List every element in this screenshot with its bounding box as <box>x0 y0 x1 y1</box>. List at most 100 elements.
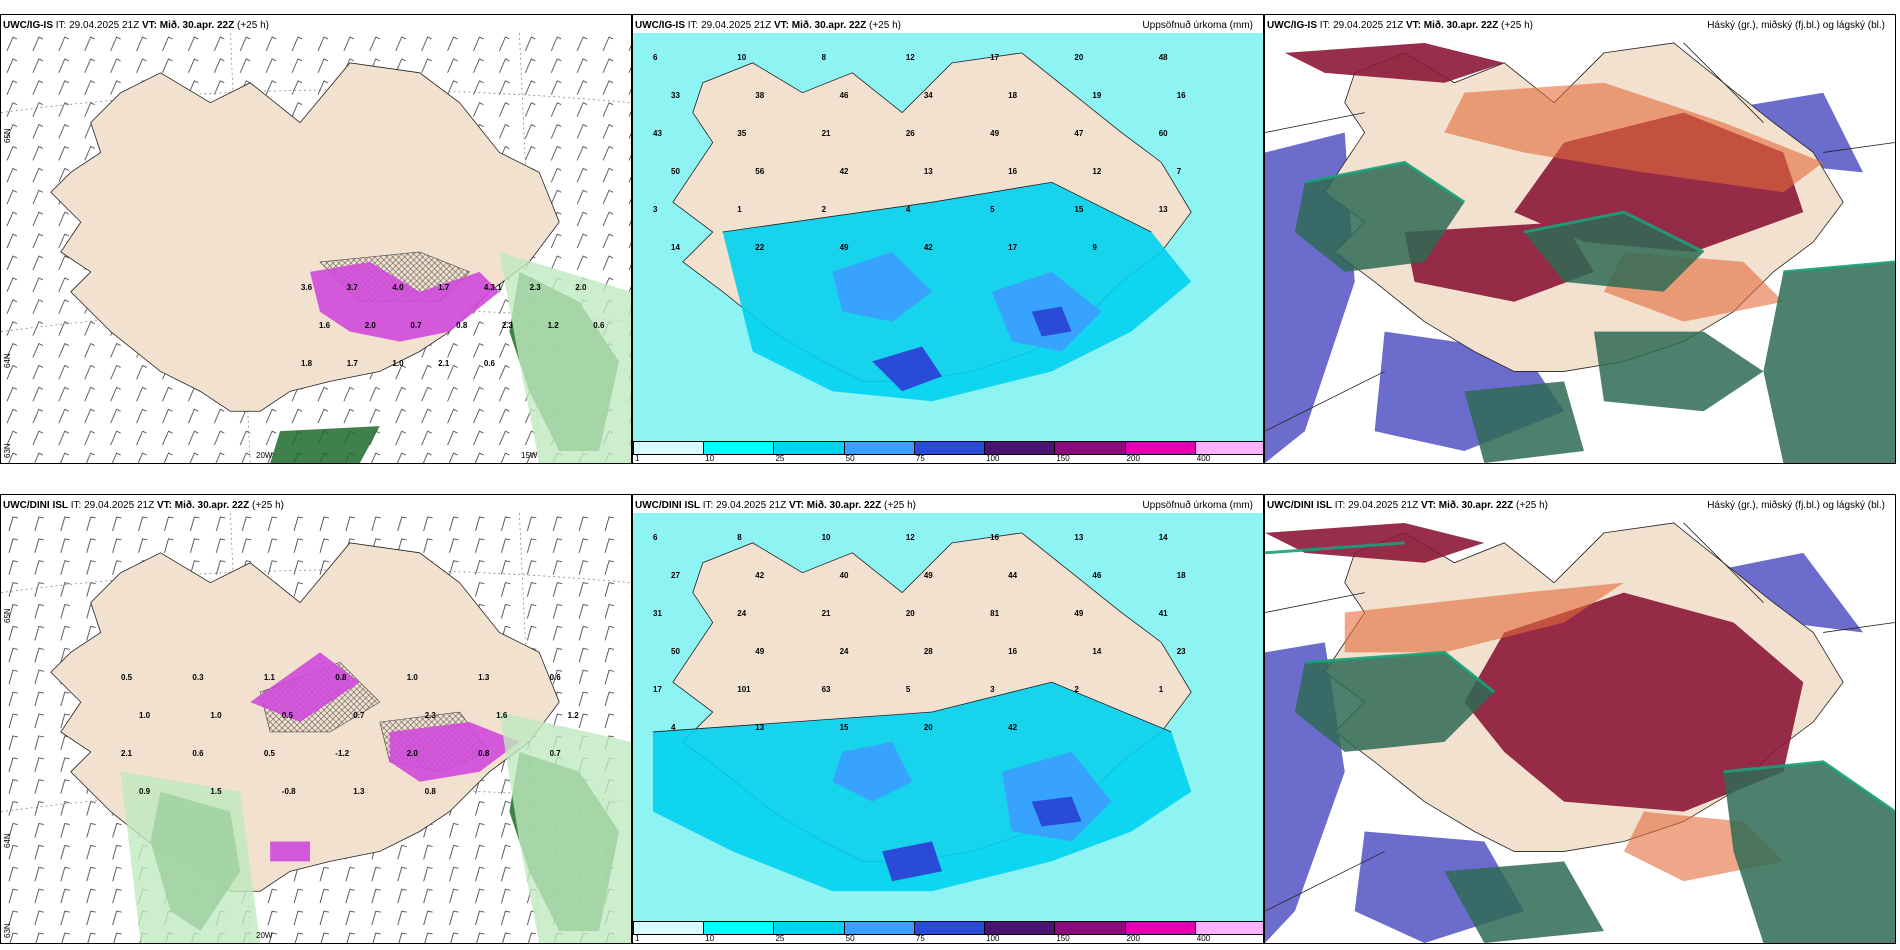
precip-map-svg <box>633 513 1263 921</box>
colorbar-tick-label: 50 <box>845 934 855 943</box>
lead-time: (+25 h) <box>1516 500 1548 511</box>
colorbar-tick-label: 150 <box>1056 454 1070 463</box>
panel-igis-wind: UWC/IG-IS IT: 29.04.2025 21Z VT: Mið. 30… <box>0 14 632 464</box>
vt-value: Mið. 30.apr. 22Z <box>1438 500 1514 511</box>
wind-map-svg <box>1 513 631 943</box>
map-value-label: 0.7 <box>410 321 422 330</box>
map-value-label: 101 <box>737 685 751 694</box>
model-name: UWC/DINI ISL <box>3 500 68 511</box>
map-value-label: 0.6 <box>483 359 495 368</box>
map-value-label: 50 <box>671 647 680 656</box>
lat-label: 65N <box>3 608 12 623</box>
map-value-label: 0.6 <box>192 749 204 758</box>
map-value-label: 47 <box>1074 129 1084 138</box>
map-value-label: 1.7 <box>346 359 358 368</box>
cloud-orange <box>1444 82 1824 322</box>
map-cloud[interactable] <box>1265 33 1895 463</box>
map-value-label: 8 <box>821 53 827 62</box>
cloud-mid <box>1265 522 1804 812</box>
map-value-label: 0.6 <box>593 321 605 330</box>
panel-igis-precip: UWC/IG-IS IT: 29.04.2025 21Z VT: Mið. 30… <box>632 14 1264 464</box>
colorbar-segment <box>633 921 705 935</box>
colorbar-segment <box>843 921 915 935</box>
map-value-label: 1.0 <box>139 711 151 720</box>
map-value-label: 10 <box>821 533 831 542</box>
map-value-label: 46 <box>1092 571 1102 580</box>
it-value: 29.04.2025 21Z <box>701 20 772 31</box>
map-value-label: 1.6 <box>496 711 508 720</box>
map-cloud[interactable] <box>1265 513 1895 943</box>
lead-time: (+25 h) <box>237 20 269 31</box>
precip-zone-low <box>652 682 1192 892</box>
map-value-label: 12 <box>905 533 915 542</box>
panel-header: UWC/IG-IS IT: 29.04.2025 21Z VT: Mið. 30… <box>3 20 627 36</box>
colorbar-tick-label: 75 <box>915 454 925 463</box>
map-value-label: 1.6 <box>319 321 331 330</box>
cloud-map-svg <box>1265 33 1895 463</box>
it-value: 29.04.2025 21Z <box>1348 500 1419 511</box>
precip-lightgreen <box>499 251 631 463</box>
colorbar-tick-label: 25 <box>775 454 785 463</box>
it-value: 29.04.2025 21Z <box>1333 20 1404 31</box>
map-value-label: 17 <box>990 53 1000 62</box>
colorbar-tick-label: 150 <box>1056 934 1070 943</box>
map-value-label: 56 <box>755 167 765 176</box>
colorbar-segment <box>703 921 775 935</box>
map-value-label: 2 <box>1074 685 1079 694</box>
map-value-label: 28 <box>923 647 933 656</box>
map-value-label: 14 <box>1092 647 1102 656</box>
vt-label: VT: <box>788 500 804 511</box>
colorbar-segment <box>703 441 775 455</box>
map-precip[interactable]: 6 8 10 12 16 13 14 27 42 40 49 44 46 18 31 24 21 20 81 49 41… <box>633 513 1263 921</box>
model-name: UWC/DINI ISL <box>1267 500 1332 511</box>
map-value-label: 4.3.1 <box>483 283 502 292</box>
colorbar-tick-label: 1 <box>635 454 640 463</box>
map-value-label: 2.0 <box>406 749 418 758</box>
map-value-label: 1.0 <box>406 673 418 682</box>
map-value-label: 63 <box>821 685 831 694</box>
map-value-label: 14 <box>1158 533 1168 542</box>
map-value-label: 0.8 <box>424 787 436 796</box>
map-value-label: 3.6 <box>301 283 313 292</box>
panel-header: UWC/IG-IS IT: 29.04.2025 21Z VT: Mið. 30… <box>1267 20 1891 36</box>
lat-label: 63N <box>3 443 12 458</box>
cloud-title: Háský (gr.), miðský (fj.bl.) og lágský (… <box>1707 20 1885 31</box>
panel-header: UWC/IG-IS IT: 29.04.2025 21Z VT: Mið. 30… <box>635 20 1259 36</box>
coast-outline <box>722 181 1152 233</box>
lat-label: 64N <box>3 833 12 848</box>
map-value-label: 26 <box>905 129 915 138</box>
precip-map-svg <box>633 33 1263 441</box>
lat-label: 63N <box>3 923 12 938</box>
map-value-label: 14 <box>671 243 680 252</box>
map-value-label: 0.6 <box>549 673 561 682</box>
map-value-label: 31 <box>653 609 662 618</box>
map-wind[interactable]: 65N 64N 63N 20W 0.5 0.3 1.1 0.8 1.0 1.3 0.6 1.0… <box>1 513 631 943</box>
map-value-label: 22 <box>755 243 765 252</box>
map-value-label: 12 <box>1092 167 1102 176</box>
map-value-label: 20 <box>1074 53 1084 62</box>
map-value-label: 13 <box>1074 533 1084 542</box>
colorbar-segment <box>1054 921 1126 935</box>
map-value-label: 4 <box>905 205 911 214</box>
colorbar-tick-label: 10 <box>705 934 715 943</box>
lat-label: 65N <box>3 128 12 143</box>
map-value-label: 13 <box>755 723 765 732</box>
colorbar-tick-label: 400 <box>1196 454 1211 463</box>
lead-time: (+25 h) <box>869 20 901 31</box>
it-label: IT: <box>55 20 67 31</box>
precip-zone-high <box>882 796 1082 882</box>
map-value-label: 49 <box>839 243 849 252</box>
map-value-label: 3 <box>653 205 658 214</box>
precip-green-south <box>270 426 380 463</box>
map-value-label: 4.0 <box>392 283 404 292</box>
map-value-label: 1 <box>1158 685 1164 694</box>
vt-value: Mið. 30.apr. 22Z <box>174 500 250 511</box>
map-value-label: 18 <box>1008 91 1018 100</box>
colorbar-tick-label: 400 <box>1196 934 1211 943</box>
map-wind[interactable]: 65N 64N 63N 20W 15W 3.6 3.7 4.0 1.7 4.3.1 2.3… <box>1 33 631 463</box>
it-label: IT: <box>702 500 714 511</box>
map-precip[interactable]: 6 10 8 12 17 20 48 33 38 46 34 18 19 16 43 35 21 26 49 47 60… <box>633 33 1263 441</box>
vt-value: Mið. 30.apr. 22Z <box>159 20 235 31</box>
vt-label: VT: <box>141 20 157 31</box>
model-name: UWC/IG-IS <box>1267 20 1317 31</box>
